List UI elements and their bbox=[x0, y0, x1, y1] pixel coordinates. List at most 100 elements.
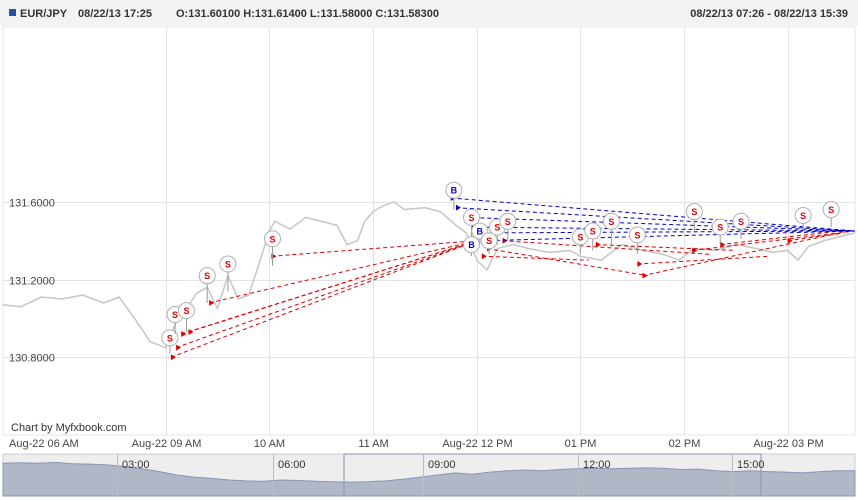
marker-letter: S bbox=[634, 230, 640, 240]
marker-letter: S bbox=[494, 223, 500, 233]
sell-trade-marker[interactable]: S bbox=[499, 212, 517, 241]
marker-circle-icon bbox=[602, 212, 620, 230]
marker-circle-icon bbox=[445, 181, 463, 199]
marker-circle-icon bbox=[499, 212, 517, 230]
sell-trade-marker[interactable]: S bbox=[161, 329, 179, 354]
marker-letter: S bbox=[800, 211, 806, 221]
sell-connection-line bbox=[486, 247, 648, 277]
navigator-tick-label: 12:00 bbox=[583, 459, 611, 471]
marker-letter: S bbox=[608, 217, 614, 227]
navigator-tick-label: 03:00 bbox=[122, 459, 150, 471]
navigator-window[interactable] bbox=[343, 453, 762, 497]
navigator-tick-label: 06:00 bbox=[278, 459, 306, 471]
header-bar bbox=[0, 0, 858, 26]
marker-letter: S bbox=[738, 217, 744, 227]
header-symbol: EUR/JPY bbox=[20, 8, 68, 20]
x-tick-label: 01 PM bbox=[565, 438, 597, 450]
marker-circle-icon bbox=[584, 222, 602, 240]
sell-trade-marker[interactable]: S bbox=[732, 212, 750, 239]
x-tick-label: 10 AM bbox=[254, 438, 285, 450]
marker-circle-icon bbox=[711, 218, 729, 236]
marker-circle-icon bbox=[462, 208, 480, 226]
marker-letter: S bbox=[590, 227, 596, 237]
sell-connection-line bbox=[692, 230, 856, 251]
y-tick-label: 130.8000 bbox=[9, 353, 55, 365]
sell-trade-marker[interactable]: S bbox=[685, 203, 703, 231]
trade-connection-lines bbox=[170, 194, 856, 361]
x-tick-label: 02 PM bbox=[669, 438, 701, 450]
header-range: 08/22/13 07:26 - 08/22/13 15:39 bbox=[690, 8, 848, 20]
y-tick-label: 131.2000 bbox=[9, 276, 55, 288]
sell-trade-marker[interactable]: S bbox=[177, 302, 195, 333]
buy-trade-marker[interactable]: B bbox=[462, 236, 480, 257]
navigator-area bbox=[2, 461, 856, 497]
sell-connection-line bbox=[595, 244, 736, 251]
sell-trade-marker[interactable]: S bbox=[263, 230, 281, 266]
y-axis-ticks: 130.8000 131.2000 131.6000 bbox=[9, 198, 55, 365]
sell-trade-marker[interactable]: S bbox=[794, 206, 812, 231]
marker-circle-icon bbox=[822, 201, 840, 219]
marker-circle-icon bbox=[161, 329, 179, 347]
trade-entry-arrow-icon bbox=[170, 354, 176, 361]
symbol-square-icon bbox=[9, 9, 16, 16]
trade-entry-arrow-icon bbox=[481, 253, 487, 260]
buy-trade-marker[interactable]: B bbox=[445, 181, 463, 210]
marker-circle-icon bbox=[628, 226, 646, 244]
marker-circle-icon bbox=[794, 206, 812, 224]
marker-letter: B bbox=[468, 240, 475, 250]
sell-connection-line bbox=[209, 240, 477, 304]
navigator-tick-label: 15:00 bbox=[737, 459, 765, 471]
header-ohlc: O:131.60100 H:131.61400 L:131.58000 C:13… bbox=[176, 8, 439, 20]
sell-connection-line bbox=[271, 240, 477, 257]
trade-entry-arrow-icon bbox=[787, 237, 793, 244]
marker-letter: S bbox=[691, 207, 697, 217]
trade-entry-arrow-icon bbox=[637, 261, 643, 268]
marker-letter: S bbox=[225, 260, 231, 270]
sell-trade-marker[interactable]: S bbox=[480, 232, 498, 255]
x-tick-label: Aug-22 09 AM bbox=[132, 438, 202, 450]
chart-credit: Chart by Myfxbook.com bbox=[11, 422, 127, 434]
buy-connection-line bbox=[455, 207, 856, 232]
navigator-ticks: 03:00 06:00 09:00 12:00 15:00 bbox=[117, 454, 765, 496]
sell-connection-line bbox=[642, 232, 840, 277]
marker-circle-icon bbox=[462, 236, 480, 254]
trade-entry-arrow-icon bbox=[502, 237, 508, 244]
x-tick-label: Aug-22 12 PM bbox=[442, 438, 512, 450]
sell-trade-marker[interactable]: S bbox=[628, 226, 646, 255]
sell-connection-line bbox=[481, 255, 589, 261]
buy-connection-line bbox=[471, 226, 856, 232]
header-timestamp: 08/22/13 17:25 bbox=[78, 8, 152, 20]
marker-letter: S bbox=[204, 271, 210, 281]
marker-circle-icon bbox=[732, 212, 750, 230]
buy-connection-line bbox=[450, 197, 856, 232]
sell-trade-marker[interactable]: S bbox=[711, 218, 729, 245]
marker-letter: S bbox=[167, 333, 173, 343]
sell-trade-marker[interactable]: S bbox=[584, 222, 602, 251]
marker-circle-icon bbox=[219, 255, 237, 273]
marker-circle-icon bbox=[480, 232, 498, 250]
sell-trade-marker[interactable]: S bbox=[602, 212, 620, 245]
marker-letter: B bbox=[451, 186, 458, 196]
marker-letter: S bbox=[577, 232, 583, 242]
buy-connection-line bbox=[476, 230, 856, 234]
marker-circle-icon bbox=[177, 302, 195, 320]
marker-letter: S bbox=[486, 236, 492, 246]
trade-entry-arrow-icon bbox=[176, 344, 182, 351]
navigator-tick-label: 09:00 bbox=[428, 459, 456, 471]
sell-trade-marker[interactable]: S bbox=[822, 201, 840, 228]
marker-letter: S bbox=[828, 205, 834, 215]
x-tick-label: Aug-22 03 PM bbox=[753, 438, 823, 450]
sell-trade-marker[interactable]: S bbox=[198, 267, 216, 303]
trade-entry-arrow-icon bbox=[692, 247, 698, 254]
sell-connection-line bbox=[170, 240, 477, 358]
x-axis-ticks: Aug-22 06 AM Aug-22 09 AM 10 AM 11 AM Aug-22… bbox=[9, 438, 824, 450]
marker-letter: S bbox=[468, 213, 474, 223]
marker-letter: S bbox=[505, 217, 511, 227]
x-tick-label: Aug-22 06 AM bbox=[9, 438, 79, 450]
sell-trade-marker[interactable]: S bbox=[219, 255, 237, 292]
marker-circle-icon bbox=[685, 203, 703, 221]
marker-letter: S bbox=[269, 234, 275, 244]
marker-letter: B bbox=[477, 227, 484, 237]
